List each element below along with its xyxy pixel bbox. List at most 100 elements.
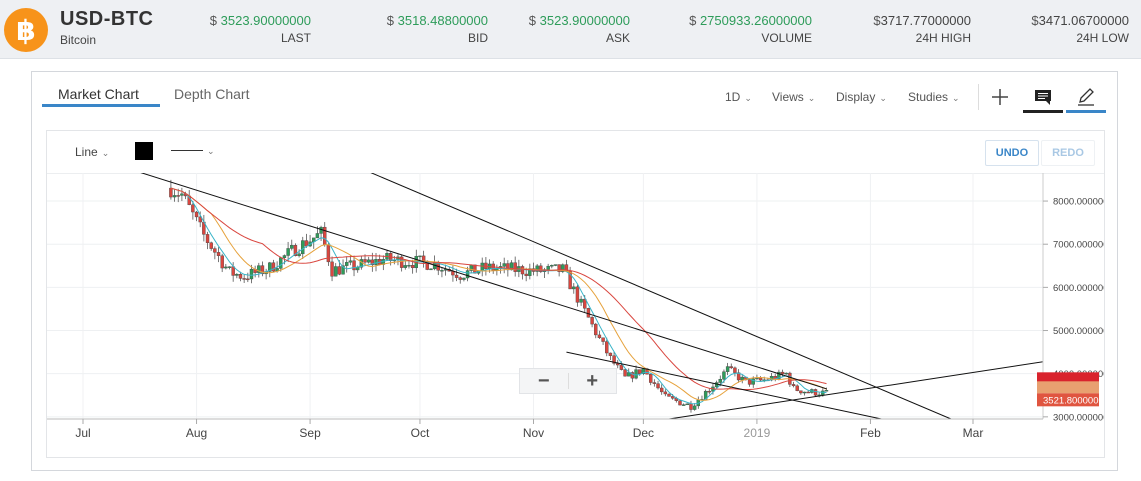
candle-body <box>638 369 642 374</box>
candle-body <box>363 259 367 263</box>
candle-body <box>648 374 653 383</box>
tab-market-chart[interactable]: Market Chart <box>58 86 139 102</box>
drawing-toolbar: Line ⌄ ⌄ UNDO REDO <box>47 131 1104 174</box>
candle-body <box>282 255 287 258</box>
stat-value: 3471.06700000 <box>1038 13 1129 28</box>
zoom-out-button[interactable]: − <box>537 369 550 392</box>
candle-body <box>172 195 177 198</box>
candle-body <box>286 248 290 256</box>
candle-body <box>216 252 221 256</box>
candle-body <box>528 268 532 276</box>
line-style-dropdown[interactable]: ⌄ <box>171 143 215 157</box>
candle-body <box>330 261 334 277</box>
candle-body <box>462 277 466 280</box>
candle-body <box>656 383 660 389</box>
candle-body <box>429 268 433 271</box>
candle-body <box>692 405 697 410</box>
currency-symbol: $ <box>873 13 881 28</box>
candle-body <box>590 317 594 325</box>
stat-volume: $ 2750933.26000000 VOLUME <box>689 13 812 45</box>
y-tick-label: 5000.000000 <box>1053 326 1104 337</box>
candle-body <box>502 263 506 267</box>
candle-body <box>733 367 737 373</box>
candle-body <box>506 263 510 271</box>
current-price-label: 3521.800000 <box>1043 395 1098 406</box>
candle-body <box>326 244 331 263</box>
candle-body <box>722 371 726 380</box>
line-color-swatch[interactable] <box>135 142 153 160</box>
views-dropdown[interactable]: Views ⌄ <box>772 90 815 104</box>
candle-body <box>227 266 232 268</box>
chevron-down-icon: ⌄ <box>744 93 752 103</box>
candle-body <box>685 403 690 406</box>
undo-button[interactable]: UNDO <box>985 140 1039 166</box>
ma-mid-line <box>170 187 827 401</box>
price-chart[interactable]: 8000.000000 7000.000000 6000.000000 5000.00… <box>47 173 1104 457</box>
candle-body <box>198 216 202 223</box>
ma-long-line <box>170 187 827 390</box>
line-type-label: Line <box>75 145 98 159</box>
add-button[interactable] <box>980 84 1020 110</box>
candle-body <box>791 384 796 387</box>
y-tick-label: 3000.000000 <box>1053 412 1104 423</box>
chart-area: Line ⌄ ⌄ UNDO REDO 8000.000000 7000.000000… <box>46 130 1105 458</box>
candle-body <box>535 265 539 272</box>
x-tick-label: Sep <box>299 426 321 440</box>
candle-body <box>319 226 323 234</box>
candle-body <box>718 379 722 383</box>
interval-label: 1D <box>725 90 741 104</box>
trendlines <box>140 173 1043 419</box>
candle-body <box>681 404 686 406</box>
candle-body <box>634 369 638 379</box>
candle-body <box>605 341 609 354</box>
candle-body <box>370 259 375 265</box>
candle-body <box>220 255 224 269</box>
candle-body <box>304 240 309 247</box>
price-marker-high <box>1037 372 1099 383</box>
candle-body <box>238 274 243 279</box>
x-tick-label: Nov <box>523 426 544 440</box>
interval-dropdown[interactable]: 1D ⌄ <box>725 90 752 104</box>
candle-body <box>707 390 711 393</box>
candle-body <box>678 400 682 406</box>
candle-body <box>191 204 195 213</box>
display-dropdown[interactable]: Display ⌄ <box>836 90 887 104</box>
candle-body <box>608 352 613 356</box>
stat-value: 3523.90000000 <box>539 13 630 28</box>
candle-body <box>663 391 668 395</box>
candle-body <box>348 260 353 263</box>
candle-body <box>524 273 528 276</box>
candle-body <box>235 274 239 276</box>
comment-button[interactable] <box>1023 84 1063 113</box>
candle-body <box>619 364 624 370</box>
candle-body <box>301 240 305 255</box>
tab-depth-chart[interactable]: Depth Chart <box>174 86 250 102</box>
chart-grid <box>47 173 1043 419</box>
trendline <box>370 173 952 419</box>
stat-label: ASK <box>605 31 630 45</box>
candle-body <box>345 262 349 266</box>
candle-body <box>473 264 477 274</box>
candle-body <box>670 396 675 399</box>
candle-body <box>399 256 404 268</box>
candle-body <box>260 265 265 275</box>
candle-body <box>213 248 217 253</box>
candle-body <box>337 266 342 275</box>
currency-name: Bitcoin <box>60 33 97 47</box>
studies-dropdown[interactable]: Studies ⌄ <box>908 90 960 104</box>
price-marker-mid <box>1037 381 1099 394</box>
candle-body <box>454 274 459 278</box>
draw-button[interactable] <box>1066 84 1106 113</box>
candle-body <box>334 266 338 277</box>
stat-24h-low: $3471.06700000 24H LOW <box>1031 13 1129 45</box>
chevron-down-icon: ⌄ <box>952 93 960 103</box>
line-type-dropdown[interactable]: Line ⌄ <box>75 145 109 159</box>
x-tick-label: Aug <box>186 426 207 440</box>
candle-body <box>623 369 627 377</box>
candle-body <box>594 323 598 336</box>
candle-body <box>418 255 422 258</box>
zoom-in-button[interactable]: + <box>586 369 599 392</box>
candle-body <box>458 277 462 280</box>
candle-body <box>612 355 616 364</box>
candle-body <box>169 187 173 198</box>
